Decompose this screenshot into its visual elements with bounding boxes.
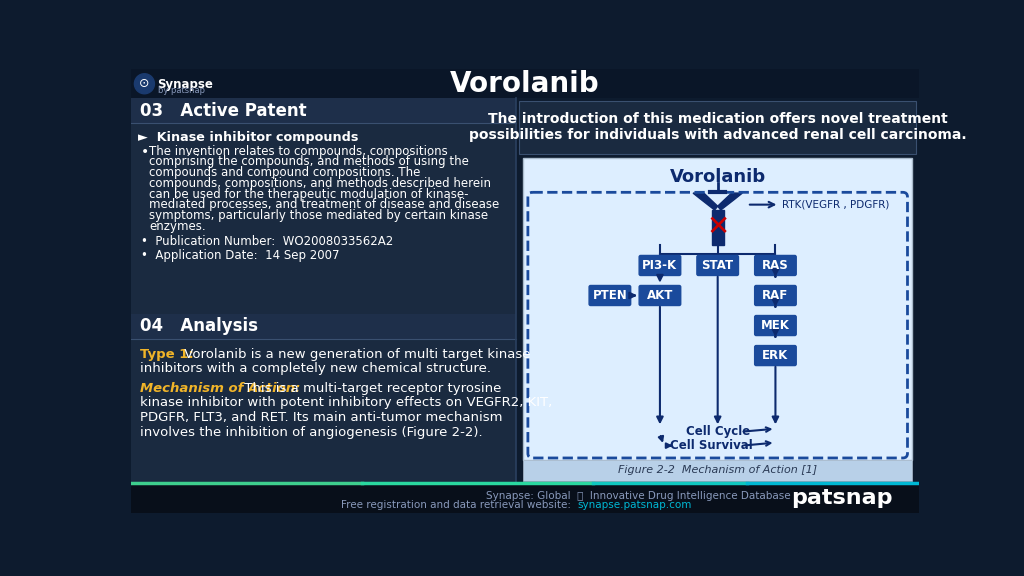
Circle shape	[134, 74, 155, 94]
Text: MEK: MEK	[761, 319, 790, 332]
Text: inhibitors with a completely new chemical structure.: inhibitors with a completely new chemica…	[140, 362, 490, 376]
FancyBboxPatch shape	[755, 286, 797, 305]
Text: RTK(VEGFR , PDGFR): RTK(VEGFR , PDGFR)	[781, 200, 889, 210]
Text: RAS: RAS	[762, 259, 788, 272]
FancyBboxPatch shape	[131, 314, 515, 339]
Text: PDGFR, FLT3, and RET. Its main anti-tumor mechanism: PDGFR, FLT3, and RET. Its main anti-tumo…	[140, 411, 503, 424]
Polygon shape	[712, 210, 724, 245]
Text: AKT: AKT	[647, 289, 673, 302]
Text: by patsnap: by patsnap	[158, 86, 205, 95]
Text: •  Application Date:  14 Sep 2007: • Application Date: 14 Sep 2007	[141, 248, 340, 262]
FancyBboxPatch shape	[131, 484, 920, 513]
Text: PI3-K: PI3-K	[642, 259, 678, 272]
Text: RAF: RAF	[762, 289, 788, 302]
Text: symptoms, particularly those mediated by certain kinase: symptoms, particularly those mediated by…	[150, 209, 488, 222]
Text: Mechanism of Action:: Mechanism of Action:	[140, 382, 300, 395]
Text: 04   Analysis: 04 Analysis	[140, 317, 258, 335]
Text: Cell Cycle: Cell Cycle	[685, 425, 750, 438]
Text: can be used for the therapeutic modulation of kinase-: can be used for the therapeutic modulati…	[150, 188, 469, 200]
FancyBboxPatch shape	[519, 101, 915, 154]
FancyBboxPatch shape	[755, 316, 797, 336]
Text: compounds and compound compositions. The: compounds and compound compositions. The	[150, 166, 421, 179]
Text: This is a multi-target receptor tyrosine: This is a multi-target receptor tyrosine	[240, 382, 502, 395]
FancyBboxPatch shape	[131, 123, 515, 314]
Text: mediated processes, and treatment of disease and disease: mediated processes, and treatment of dis…	[150, 199, 500, 211]
Text: ►  Kinase inhibitor compounds: ► Kinase inhibitor compounds	[138, 131, 358, 144]
Text: •  Publication Number:  WO2008033562A2: • Publication Number: WO2008033562A2	[141, 236, 393, 248]
FancyBboxPatch shape	[639, 256, 681, 275]
FancyBboxPatch shape	[755, 256, 797, 275]
Text: compounds, compositions, and methods described herein: compounds, compositions, and methods des…	[150, 177, 492, 190]
Text: synapse.patsnap.com: synapse.patsnap.com	[578, 501, 691, 510]
Text: Synapse: Global  🌐  Innovative Drug Intelligence Database: Synapse: Global 🌐 Innovative Drug Intell…	[486, 491, 792, 501]
Polygon shape	[693, 193, 718, 210]
FancyBboxPatch shape	[131, 339, 515, 483]
Text: Vorolanib is a new generation of multi target kinase: Vorolanib is a new generation of multi t…	[180, 348, 530, 361]
Text: involves the inhibition of angiogenesis (Figure 2-2).: involves the inhibition of angiogenesis …	[140, 426, 482, 439]
FancyBboxPatch shape	[131, 69, 920, 98]
Text: comprising the compounds, and methods of using the: comprising the compounds, and methods of…	[150, 156, 469, 168]
FancyBboxPatch shape	[523, 460, 912, 481]
Polygon shape	[718, 193, 742, 210]
Text: STAT: STAT	[701, 259, 734, 272]
Text: Vorolanib: Vorolanib	[450, 70, 600, 98]
Text: 03   Active Patent: 03 Active Patent	[140, 102, 306, 120]
Text: •: •	[141, 145, 150, 158]
FancyBboxPatch shape	[589, 286, 631, 305]
Text: patsnap: patsnap	[792, 488, 893, 508]
Text: ERK: ERK	[762, 349, 788, 362]
Text: PTEN: PTEN	[593, 289, 628, 302]
Text: possibilities for individuals with advanced renal cell carcinoma.: possibilities for individuals with advan…	[469, 128, 967, 142]
Text: Figure 2-2  Mechanism of Action [1]: Figure 2-2 Mechanism of Action [1]	[618, 465, 817, 475]
Text: Vorolanib: Vorolanib	[670, 168, 766, 185]
Text: kinase inhibitor with potent inhibitory effects on VEGFR2, KIT,: kinase inhibitor with potent inhibitory …	[140, 396, 552, 410]
FancyBboxPatch shape	[131, 98, 515, 123]
FancyBboxPatch shape	[523, 158, 912, 460]
Text: Free registration and data retrieval website:: Free registration and data retrieval web…	[341, 501, 578, 510]
Text: ⊙: ⊙	[139, 77, 150, 90]
Text: Type 1:: Type 1:	[140, 348, 194, 361]
Text: The introduction of this medication offers novel treatment: The introduction of this medication offe…	[487, 112, 947, 126]
Text: Synapse: Synapse	[158, 78, 213, 92]
Text: enzymes.: enzymes.	[150, 220, 206, 233]
FancyBboxPatch shape	[639, 286, 681, 305]
FancyBboxPatch shape	[697, 256, 738, 275]
FancyBboxPatch shape	[755, 346, 797, 366]
Text: ✕: ✕	[707, 213, 729, 241]
Text: Cell Survival: Cell Survival	[670, 439, 753, 452]
Text: The invention relates to compounds, compositions: The invention relates to compounds, comp…	[150, 145, 447, 158]
